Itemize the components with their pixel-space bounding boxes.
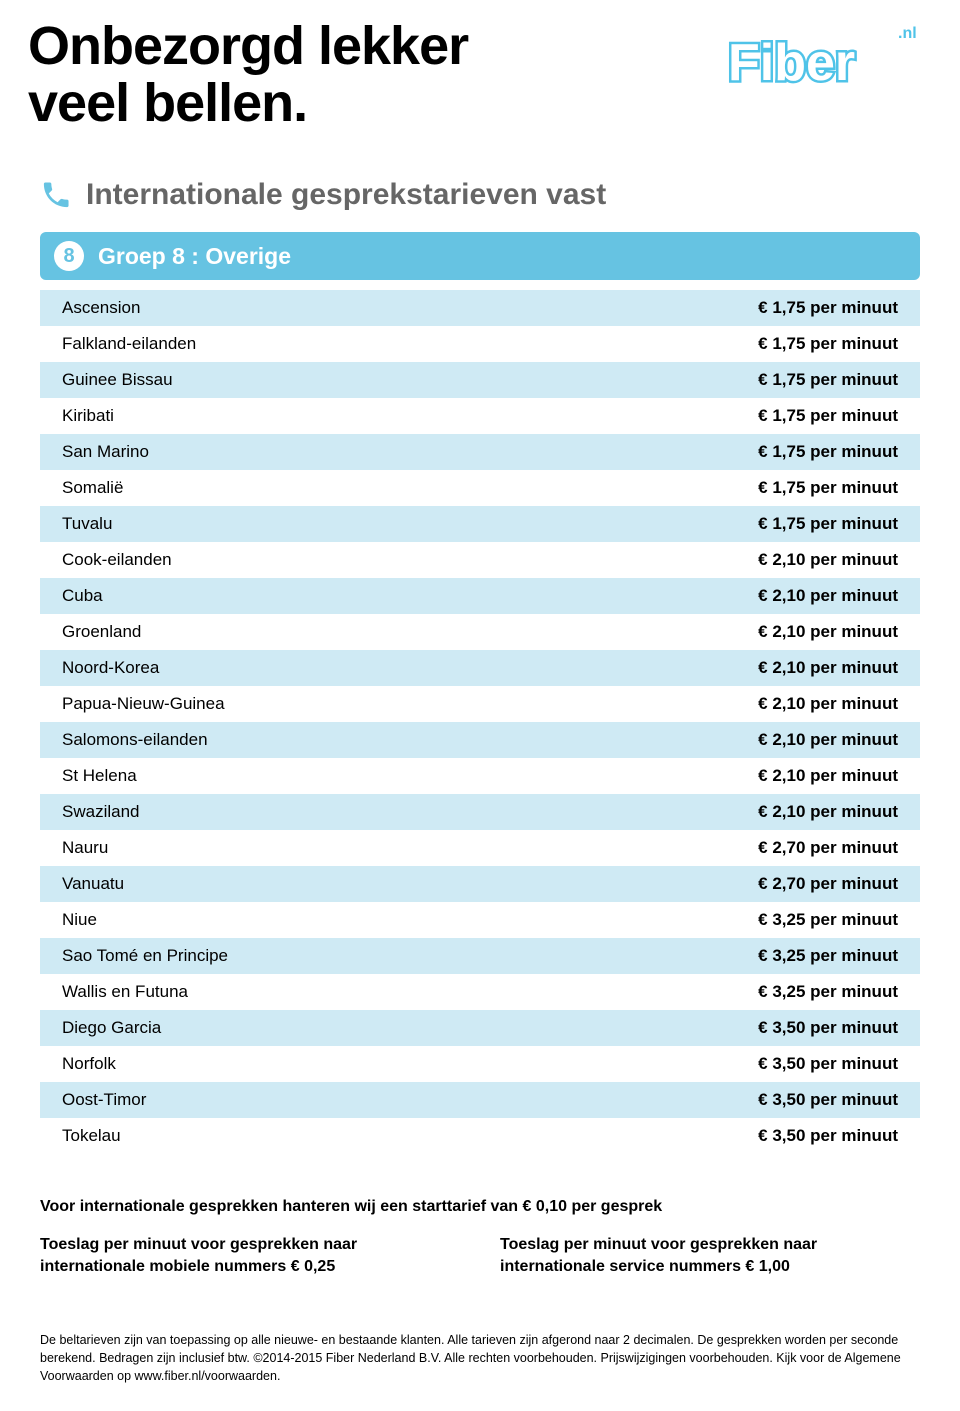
rate-row: Salomons-eilanden € 2,10 per minuut [40, 722, 920, 758]
rate-country: Tokelau [62, 1126, 121, 1146]
rate-price: € 2,10 per minuut [758, 622, 898, 642]
rate-country: St Helena [62, 766, 137, 786]
rate-country: Nauru [62, 838, 108, 858]
rate-row: Sao Tomé en Principe € 3,25 per minuut [40, 938, 920, 974]
rate-country: Tuvalu [62, 514, 112, 534]
rate-price: € 1,75 per minuut [758, 406, 898, 426]
rate-row: Nauru € 2,70 per minuut [40, 830, 920, 866]
rate-country: Noord-Korea [62, 658, 159, 678]
group-header: 8 Groep 8 : Overige [40, 232, 920, 280]
rate-price: € 2,70 per minuut [758, 874, 898, 894]
rate-price: € 2,10 per minuut [758, 694, 898, 714]
rate-price: € 3,25 per minuut [758, 946, 898, 966]
rate-price: € 3,50 per minuut [758, 1018, 898, 1038]
note-surcharge-service: Toeslag per minuut voor gesprekken naar … [500, 1234, 920, 1277]
rate-row: Tokelau € 3,50 per minuut [40, 1118, 920, 1154]
rate-row: Papua-Nieuw-Guinea € 2,10 per minuut [40, 686, 920, 722]
rate-price: € 2,10 per minuut [758, 802, 898, 822]
rate-country: Cook-eilanden [62, 550, 172, 570]
rate-country: Wallis en Futuna [62, 982, 188, 1002]
rate-price: € 1,75 per minuut [758, 334, 898, 354]
rate-row: Cuba € 2,10 per minuut [40, 578, 920, 614]
rate-country: Niue [62, 910, 97, 930]
rate-row: Guinee Bissau € 1,75 per minuut [40, 362, 920, 398]
rate-country: Groenland [62, 622, 141, 642]
rate-row: Falkland-eilanden € 1,75 per minuut [40, 326, 920, 362]
note-surcharge-mobile: Toeslag per minuut voor gesprekken naar … [40, 1234, 460, 1277]
rate-price: € 1,75 per minuut [758, 298, 898, 318]
rate-row: Vanuatu € 2,70 per minuut [40, 866, 920, 902]
rate-row: Wallis en Futuna € 3,25 per minuut [40, 974, 920, 1010]
rate-row: Ascension € 1,75 per minuut [40, 290, 920, 326]
notes-block: Voor internationale gesprekken hanteren … [40, 1198, 920, 1277]
rate-price: € 1,75 per minuut [758, 370, 898, 390]
rate-row: Somalië € 1,75 per minuut [40, 470, 920, 506]
subtitle: Internationale gesprekstarieven vast [86, 178, 606, 212]
rate-row: Niue € 3,25 per minuut [40, 902, 920, 938]
rate-country: San Marino [62, 442, 149, 462]
rate-price: € 2,10 per minuut [758, 658, 898, 678]
rate-row: Groenland € 2,10 per minuut [40, 614, 920, 650]
rate-country: Somalië [62, 478, 123, 498]
group-title: Groep 8 : Overige [98, 243, 291, 270]
rate-price: € 2,10 per minuut [758, 550, 898, 570]
rate-country: Oost-Timor [62, 1090, 146, 1110]
logo-text: Fiber [728, 34, 855, 92]
rate-country: Ascension [62, 298, 140, 318]
rate-price: € 2,10 per minuut [758, 586, 898, 606]
rate-price: € 3,50 per minuut [758, 1090, 898, 1110]
rate-price: € 1,75 per minuut [758, 478, 898, 498]
rate-country: Swaziland [62, 802, 140, 822]
rate-row: Swaziland € 2,10 per minuut [40, 794, 920, 830]
fiber-logo: .nl Fiber [728, 22, 928, 94]
rate-row: Kiribati € 1,75 per minuut [40, 398, 920, 434]
rate-price: € 1,75 per minuut [758, 442, 898, 462]
logo-suffix: .nl [898, 25, 917, 42]
footer-disclaimer: De beltarieven zijn van toepassing op al… [40, 1331, 920, 1385]
title-line-1: Onbezorgd lekker [28, 16, 468, 76]
rate-row: Tuvalu € 1,75 per minuut [40, 506, 920, 542]
rate-price: € 2,10 per minuut [758, 730, 898, 750]
group-badge: 8 [54, 241, 84, 271]
rate-price: € 2,10 per minuut [758, 766, 898, 786]
rate-country: Norfolk [62, 1054, 116, 1074]
rate-row: Cook-eilanden € 2,10 per minuut [40, 542, 920, 578]
rate-row: Diego Garcia € 3,50 per minuut [40, 1010, 920, 1046]
title-line-2: veel bellen. [28, 73, 307, 133]
phone-icon [40, 179, 72, 211]
rate-country: Salomons-eilanden [62, 730, 208, 750]
note-starttarief: Voor internationale gesprekken hanteren … [40, 1198, 920, 1216]
rates-table: Ascension€ 1,75 per minuutFalkland-eilan… [40, 290, 920, 1154]
rate-country: Kiribati [62, 406, 114, 426]
rate-price: € 3,50 per minuut [758, 1054, 898, 1074]
rate-country: Diego Garcia [62, 1018, 161, 1038]
rate-country: Vanuatu [62, 874, 124, 894]
rate-country: Cuba [62, 586, 103, 606]
rate-country: Guinee Bissau [62, 370, 173, 390]
rate-price: € 1,75 per minuut [758, 514, 898, 534]
rate-row: San Marino € 1,75 per minuut [40, 434, 920, 470]
rate-country: Sao Tomé en Principe [62, 946, 228, 966]
rate-price: € 2,70 per minuut [758, 838, 898, 858]
rate-price: € 3,25 per minuut [758, 910, 898, 930]
rate-price: € 3,50 per minuut [758, 1126, 898, 1146]
subtitle-row: Internationale gesprekstarieven vast [40, 178, 606, 212]
rate-row: Noord-Korea € 2,10 per minuut [40, 650, 920, 686]
rate-row: Oost-Timor € 3,50 per minuut [40, 1082, 920, 1118]
rate-country: Papua-Nieuw-Guinea [62, 694, 225, 714]
rate-row: Norfolk € 3,50 per minuut [40, 1046, 920, 1082]
rate-row: St Helena € 2,10 per minuut [40, 758, 920, 794]
rate-country: Falkland-eilanden [62, 334, 196, 354]
rate-price: € 3,25 per minuut [758, 982, 898, 1002]
page-title: Onbezorgd lekker veel bellen. [28, 18, 468, 131]
